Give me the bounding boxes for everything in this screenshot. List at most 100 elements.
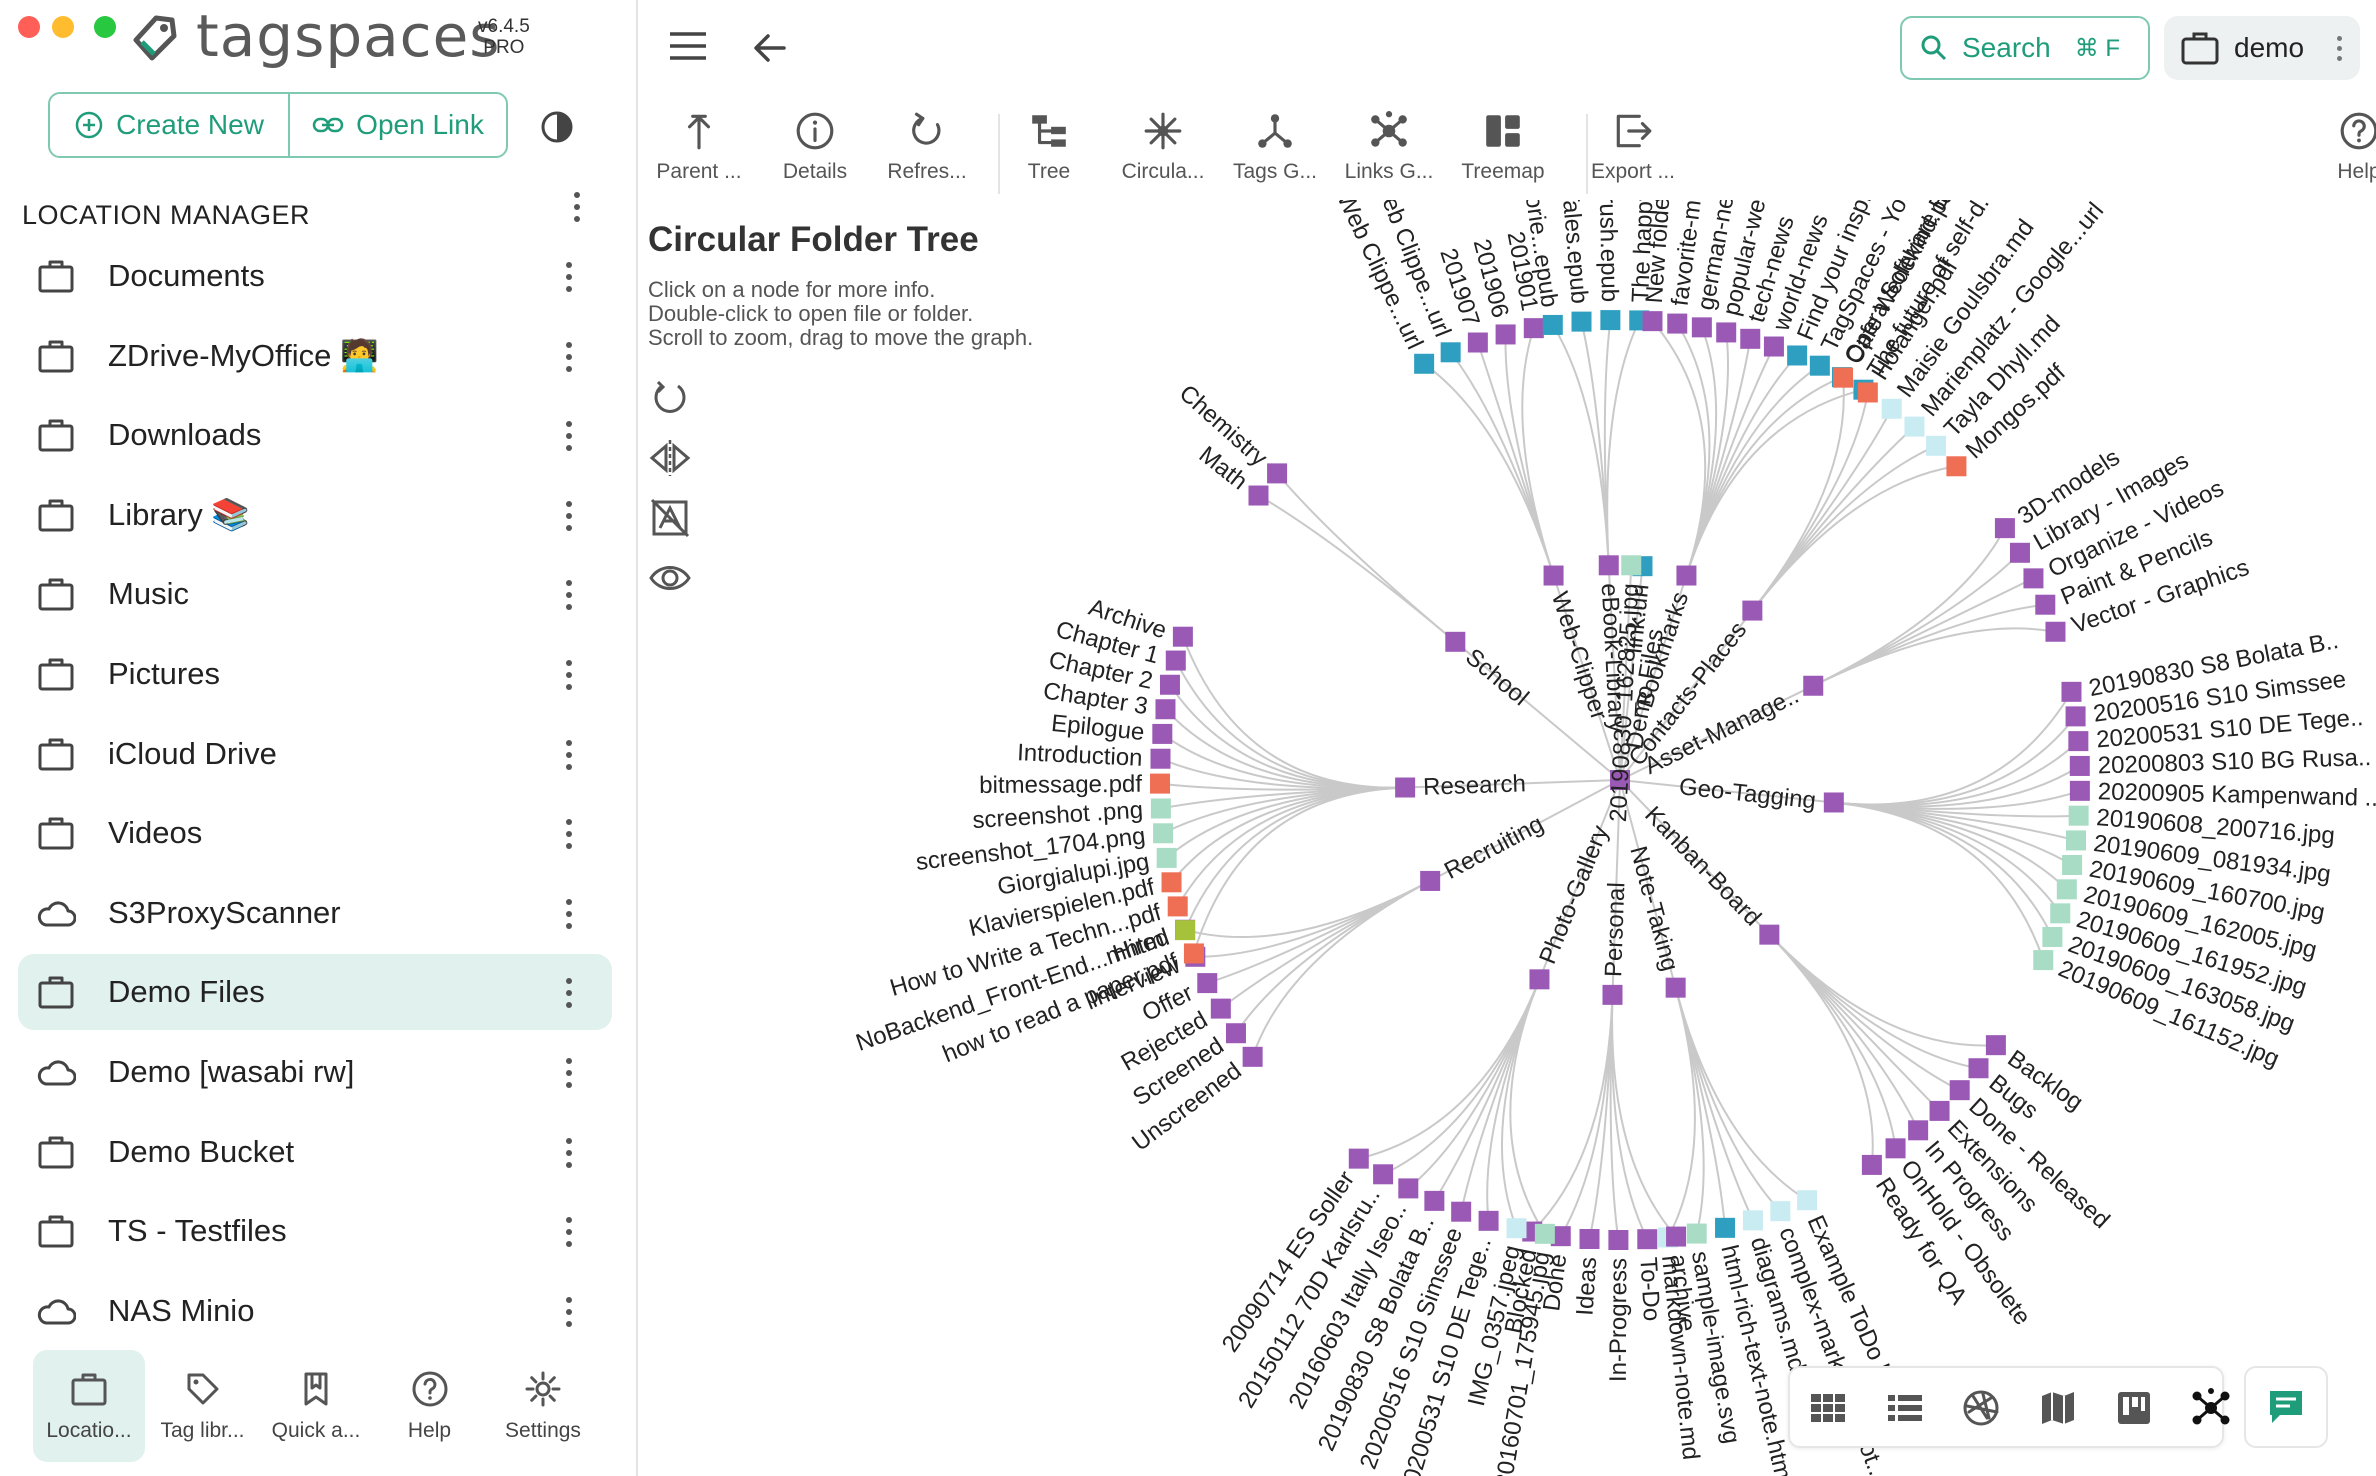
location-item[interactable]: NAS Minio <box>18 1273 612 1349</box>
location-item[interactable]: ZDrive-MyOffice 🧑‍💻 <box>18 318 612 394</box>
graph-leaf-node[interactable] <box>1994 518 2015 539</box>
back-arrow-icon[interactable] <box>750 28 790 68</box>
location-menu-button[interactable] <box>566 819 572 850</box>
graph-leaf-node[interactable] <box>1968 1058 1989 1079</box>
graph-leaf-node[interactable] <box>1155 699 1176 720</box>
location-item[interactable]: Demo Files <box>18 954 612 1031</box>
open-link-button[interactable]: Open Link <box>290 94 506 156</box>
graph-leaf-node[interactable] <box>1414 353 1435 374</box>
graph-leaf-node[interactable] <box>2065 706 2086 727</box>
graph-leaf-node[interactable] <box>1248 485 1269 506</box>
graph-leaf-node[interactable] <box>2062 855 2083 876</box>
graph-leaf-node[interactable] <box>1608 1229 1629 1250</box>
graph-folder-node[interactable] <box>1803 675 1824 696</box>
graph-leaf-node[interactable] <box>2061 681 2082 702</box>
location-menu-button[interactable] <box>566 1217 572 1248</box>
graph-leaf-node[interactable] <box>1908 1120 1929 1141</box>
graph-leaf-node[interactable] <box>1161 872 1182 893</box>
graph-leaf-node[interactable] <box>1985 1035 2006 1056</box>
graph-leaf-node[interactable] <box>1571 311 1592 332</box>
graph-leaf-node[interactable] <box>1523 318 1544 339</box>
graph-folder-node[interactable] <box>1529 969 1550 990</box>
bottom-nav-item[interactable]: Quick a... <box>260 1350 372 1462</box>
graph-leaf-node[interactable] <box>1506 1218 1527 1239</box>
graph-folder-node[interactable] <box>1602 984 1623 1005</box>
graph-leaf-node[interactable] <box>1398 1178 1419 1199</box>
bottom-nav-item[interactable]: Locatio... <box>33 1350 145 1462</box>
graph-folder-node[interactable] <box>1676 565 1697 586</box>
graph-folder-node[interactable] <box>1395 777 1416 798</box>
graph-leaf-node[interactable] <box>1946 456 1967 477</box>
grid-view-button[interactable] <box>1808 1388 1848 1428</box>
graph-root-node[interactable] <box>1610 770 1630 790</box>
location-chip-menu-icon[interactable] <box>2337 36 2342 61</box>
graph-folder-node[interactable] <box>1598 555 1619 576</box>
graph-leaf-node[interactable] <box>1926 435 1947 456</box>
graph-leaf-node[interactable] <box>1949 1080 1970 1101</box>
graph-leaf-node[interactable] <box>2069 780 2090 801</box>
graph-leaf-node[interactable] <box>1172 626 1193 647</box>
create-new-button[interactable]: Create New <box>50 94 290 156</box>
graph-leaf-node[interactable] <box>1740 328 1761 349</box>
toolbar-button[interactable]: Help <box>2304 110 2376 184</box>
graph-leaf-node[interactable] <box>1242 1046 1263 1067</box>
toolbar-button[interactable]: Tags G... <box>1220 110 1330 184</box>
graph-leaf-node[interactable] <box>1881 398 1902 419</box>
flip-graph-icon[interactable] <box>648 436 692 480</box>
toolbar-button[interactable]: Parent ... <box>644 110 754 184</box>
location-menu-button[interactable] <box>566 1137 572 1168</box>
toolbar-button[interactable]: Details <box>760 110 870 184</box>
location-menu-button[interactable] <box>566 341 572 372</box>
graph-leaf-node[interactable] <box>1809 355 1830 376</box>
graph-leaf-node[interactable] <box>2009 542 2030 563</box>
graph-leaf-node[interactable] <box>2069 755 2090 776</box>
graph-leaf-node[interactable] <box>2068 805 2089 826</box>
graph-leaf-node[interactable] <box>1770 1201 1791 1222</box>
graph-leaf-node[interactable] <box>1742 1210 1763 1231</box>
graph-leaf-node[interactable] <box>1159 674 1180 695</box>
gallery-view-button[interactable] <box>1961 1388 2001 1428</box>
location-menu-button[interactable] <box>566 262 572 292</box>
location-item[interactable]: Demo [wasabi rw] <box>18 1034 612 1110</box>
graph-folder-node[interactable] <box>1665 977 1686 998</box>
graph-leaf-node[interactable] <box>1716 322 1737 343</box>
list-view-button[interactable] <box>1885 1388 1925 1428</box>
toolbar-button[interactable]: Refres... <box>872 110 982 184</box>
graph-leaf-node[interactable] <box>2042 926 2063 947</box>
bottom-nav-item[interactable]: Help <box>374 1350 486 1462</box>
toggle-labels-icon[interactable] <box>648 496 692 540</box>
graph-leaf-node[interactable] <box>1691 317 1712 338</box>
location-item[interactable]: Pictures <box>18 636 612 712</box>
current-location-chip[interactable]: demo <box>2164 16 2360 80</box>
graph-leaf-node[interactable] <box>1534 1223 1555 1244</box>
graph-leaf-node[interactable] <box>1495 324 1516 345</box>
location-item[interactable]: Videos <box>18 795 612 871</box>
graph-leaf-node[interactable] <box>1150 773 1171 794</box>
graph-leaf-node[interactable] <box>1451 1201 1472 1222</box>
graph-leaf-node[interactable] <box>1642 311 1663 332</box>
location-item[interactable]: Documents <box>18 238 612 314</box>
graph-leaf-node[interactable] <box>2023 568 2044 589</box>
location-item[interactable]: Downloads <box>18 397 612 473</box>
window-close-button[interactable] <box>18 16 40 38</box>
graph-leaf-node[interactable] <box>2045 621 2066 642</box>
graph-leaf-node[interactable] <box>1579 1228 1600 1249</box>
theme-toggle-icon[interactable] <box>540 110 574 144</box>
graph-leaf-node[interactable] <box>1478 1210 1499 1231</box>
graph-leaf-node[interactable] <box>1225 1023 1246 1044</box>
graph-leaf-node[interactable] <box>2068 731 2089 752</box>
window-zoom-button[interactable] <box>94 16 116 38</box>
graph-leaf-node[interactable] <box>1210 998 1231 1019</box>
graph-leaf-node[interactable] <box>1175 920 1196 941</box>
graph-leaf-node[interactable] <box>1797 1190 1818 1211</box>
location-item[interactable]: iCloud Drive <box>18 716 612 792</box>
graph-leaf-node[interactable] <box>1686 1223 1707 1244</box>
graph-leaf-node[interactable] <box>2033 950 2054 971</box>
location-item[interactable]: Library 📚 <box>18 477 612 553</box>
graph-leaf-node[interactable] <box>2035 594 2056 615</box>
graph-leaf-node[interactable] <box>1156 847 1177 868</box>
graph-folder-node[interactable] <box>1759 924 1780 945</box>
toolbar-button[interactable]: Circula... <box>1108 110 1218 184</box>
graph-leaf-node[interactable] <box>1857 382 1878 403</box>
